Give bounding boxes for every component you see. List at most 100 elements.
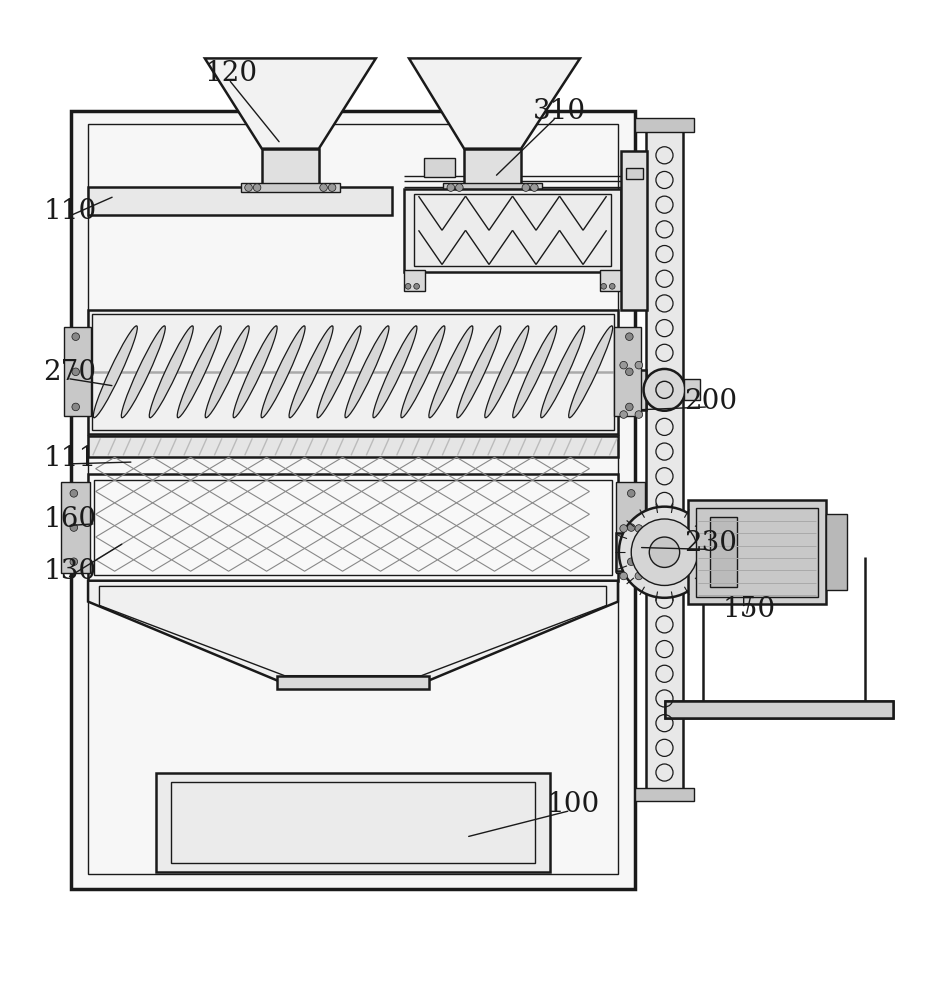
Text: 150: 150 <box>723 596 775 623</box>
Bar <box>614 327 641 416</box>
Bar <box>616 370 647 410</box>
Ellipse shape <box>262 326 305 418</box>
Circle shape <box>644 369 686 411</box>
Bar <box>689 500 825 604</box>
Bar <box>94 480 612 575</box>
Circle shape <box>320 184 327 191</box>
Bar <box>241 183 340 192</box>
Circle shape <box>628 558 635 566</box>
Bar <box>443 183 542 192</box>
Circle shape <box>620 411 628 418</box>
Circle shape <box>626 368 633 376</box>
Text: 130: 130 <box>44 558 97 585</box>
Circle shape <box>620 361 628 369</box>
Circle shape <box>635 572 643 580</box>
Circle shape <box>522 184 530 191</box>
Circle shape <box>620 525 628 532</box>
Circle shape <box>253 184 261 191</box>
Text: 230: 230 <box>685 530 737 557</box>
Bar <box>685 557 874 701</box>
Bar <box>65 327 91 416</box>
Text: 160: 160 <box>44 506 97 533</box>
Bar <box>685 379 700 400</box>
Bar <box>404 270 425 291</box>
Ellipse shape <box>93 326 137 418</box>
Circle shape <box>635 525 643 532</box>
Circle shape <box>631 519 698 585</box>
Bar <box>404 189 621 272</box>
Ellipse shape <box>401 326 445 418</box>
Bar <box>685 543 700 564</box>
Circle shape <box>72 403 80 411</box>
Bar <box>88 474 618 581</box>
Bar <box>88 436 618 457</box>
Ellipse shape <box>345 326 389 418</box>
Bar <box>92 314 614 430</box>
Polygon shape <box>204 58 376 149</box>
Circle shape <box>244 184 252 191</box>
Circle shape <box>628 524 635 531</box>
Bar <box>88 310 618 434</box>
Ellipse shape <box>289 326 333 418</box>
Ellipse shape <box>205 326 249 418</box>
Circle shape <box>628 490 635 497</box>
Circle shape <box>635 361 643 369</box>
Ellipse shape <box>429 326 473 418</box>
Polygon shape <box>88 581 618 680</box>
Bar <box>156 773 550 872</box>
Circle shape <box>601 283 607 289</box>
Ellipse shape <box>513 326 556 418</box>
Bar <box>88 124 618 874</box>
Circle shape <box>626 403 633 411</box>
Bar <box>635 118 694 132</box>
Circle shape <box>650 537 680 567</box>
Circle shape <box>619 507 710 598</box>
Ellipse shape <box>122 326 165 418</box>
Bar <box>424 158 455 177</box>
Bar <box>696 508 818 597</box>
Ellipse shape <box>177 326 222 418</box>
Bar <box>647 130 683 790</box>
Circle shape <box>635 411 643 418</box>
Circle shape <box>72 368 80 376</box>
Ellipse shape <box>373 326 417 418</box>
Text: 110: 110 <box>44 198 97 225</box>
Circle shape <box>70 558 78 566</box>
Circle shape <box>626 333 633 340</box>
Text: 200: 200 <box>685 388 738 415</box>
Circle shape <box>328 184 336 191</box>
Ellipse shape <box>569 326 612 418</box>
Ellipse shape <box>317 326 361 418</box>
Ellipse shape <box>456 326 501 418</box>
Circle shape <box>620 572 628 580</box>
Bar <box>666 701 893 718</box>
Ellipse shape <box>485 326 529 418</box>
Circle shape <box>610 283 615 289</box>
Bar <box>616 533 647 571</box>
Circle shape <box>447 184 455 191</box>
Bar <box>621 151 648 310</box>
Bar <box>262 149 319 185</box>
Ellipse shape <box>149 326 193 418</box>
Ellipse shape <box>541 326 585 418</box>
Circle shape <box>70 490 78 497</box>
Bar <box>464 149 521 185</box>
Text: 100: 100 <box>547 791 600 818</box>
Bar <box>710 517 737 587</box>
Text: 120: 120 <box>204 60 258 87</box>
Bar <box>88 187 392 215</box>
Circle shape <box>72 333 80 340</box>
Bar <box>414 194 611 266</box>
Text: 270: 270 <box>44 359 97 386</box>
Bar <box>616 482 645 573</box>
Circle shape <box>531 184 538 191</box>
Circle shape <box>70 524 78 531</box>
Circle shape <box>644 531 686 573</box>
Bar <box>71 111 635 889</box>
Bar <box>600 270 621 291</box>
Ellipse shape <box>233 326 277 418</box>
Bar <box>170 782 535 863</box>
Circle shape <box>456 184 463 191</box>
Bar <box>277 676 429 689</box>
Polygon shape <box>409 58 580 149</box>
